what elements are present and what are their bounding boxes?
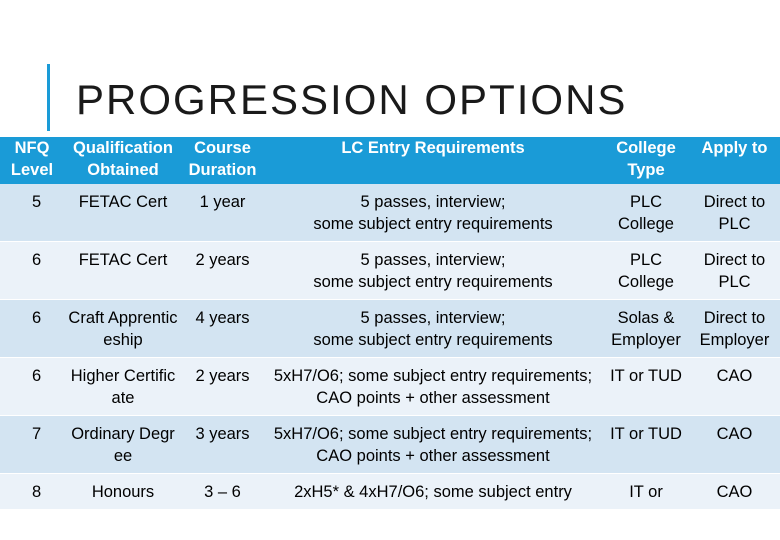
cell-requirements: 5 passes, interview; some subject entry …: [263, 299, 603, 358]
cell-college-type: PLC College: [603, 241, 689, 300]
header-duration: Course Duration: [188, 139, 257, 179]
cell-qualification: Honours: [64, 473, 182, 510]
cell-college-type: Solas & Employer: [603, 299, 689, 358]
cell-duration: 3 years: [182, 415, 263, 474]
cell-nfq: 7: [0, 415, 64, 474]
cell-qualification: Higher Certificate: [64, 357, 182, 416]
table-row: 6 Higher Certificate 2 years 5xH7/O6; so…: [0, 357, 780, 416]
title-accent-bar: [47, 64, 50, 131]
table-row: 6 FETAC Cert 2 years 5 passes, interview…: [0, 241, 780, 300]
cell-college-type: IT or: [603, 473, 689, 510]
cell-college-type: PLC College: [603, 184, 689, 242]
cell-requirements: 5 passes, interview; some subject entry …: [263, 184, 603, 242]
cell-college-type: IT or TUD: [603, 357, 689, 416]
cell-qualification: Ordinary Degree: [64, 415, 182, 474]
cell-duration: 2 years: [182, 357, 263, 416]
cell-apply-to: Direct to Employer: [689, 299, 780, 358]
table-row: 5 FETAC Cert 1 year 5 passes, interview;…: [0, 184, 780, 242]
cell-duration: 3 – 6: [182, 473, 263, 510]
cell-requirements: 5xH7/O6; some subject entry requirements…: [263, 357, 603, 416]
cell-nfq: 6: [0, 299, 64, 358]
cell-nfq: 5: [0, 184, 64, 242]
cell-apply-to: Direct to PLC: [689, 241, 780, 300]
page-title: PROGRESSION OPTIONS: [76, 76, 628, 123]
cell-requirements: 5xH7/O6; some subject entry requirements…: [263, 415, 603, 474]
cell-apply-to: CAO: [689, 473, 780, 510]
table-row: 7 Ordinary Degree 3 years 5xH7/O6; some …: [0, 415, 780, 474]
table-row: 6 Craft Apprenticeship 4 years 5 passes,…: [0, 299, 780, 358]
cell-requirements: 2xH5* & 4xH7/O6; some subject entry: [263, 473, 603, 510]
cell-nfq: 8: [0, 473, 64, 510]
progression-table: NFQ Level Qualification Obtained Course …: [0, 137, 780, 510]
cell-apply-to: CAO: [689, 357, 780, 416]
header-college-type: College Type: [616, 139, 676, 179]
cell-qualification: FETAC Cert: [64, 184, 182, 242]
table-row: 8 Honours 3 – 6 2xH5* & 4xH7/O6; some su…: [0, 473, 780, 510]
cell-requirements: 5 passes, interview; some subject entry …: [263, 241, 603, 300]
cell-apply-to: CAO: [689, 415, 780, 474]
header-qualification: Qualification Obtained: [73, 139, 173, 179]
cell-college-type: IT or TUD: [603, 415, 689, 474]
cell-apply-to: Direct to PLC: [689, 184, 780, 242]
cell-duration: 2 years: [182, 241, 263, 300]
header-apply-to: Apply to: [701, 139, 768, 157]
table-header-row: NFQ Level Qualification Obtained Course …: [0, 137, 780, 184]
header-nfq-level: NFQ Level: [10, 139, 54, 179]
cell-duration: 1 year: [182, 184, 263, 242]
cell-qualification: Craft Apprenticeship: [64, 299, 182, 358]
cell-duration: 4 years: [182, 299, 263, 358]
cell-qualification: FETAC Cert: [64, 241, 182, 300]
cell-nfq: 6: [0, 357, 64, 416]
cell-nfq: 6: [0, 241, 64, 300]
header-lc-requirements: LC Entry Requirements: [341, 139, 525, 157]
